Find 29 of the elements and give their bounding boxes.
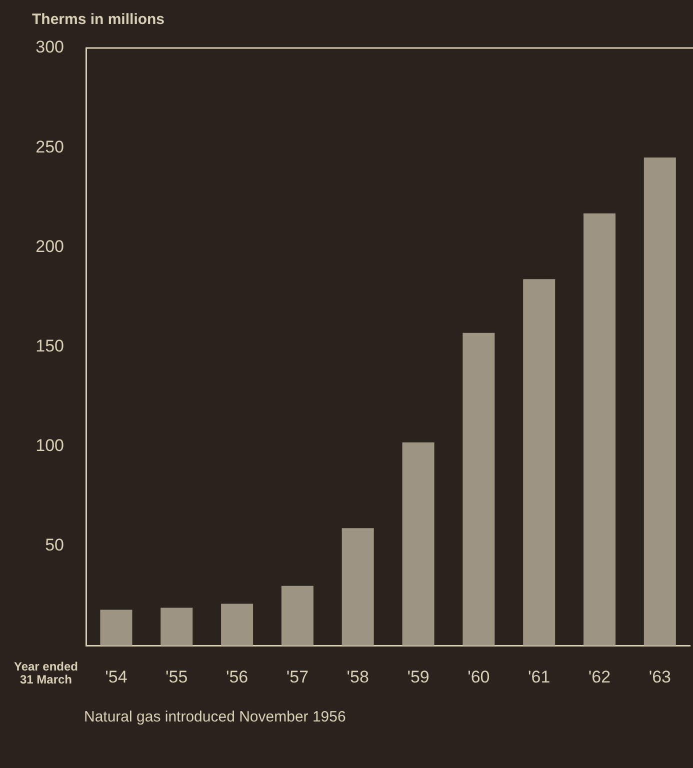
x-axis-title: Year ended 31 March <box>14 660 78 687</box>
y-tick-label: 50 <box>45 536 64 555</box>
x-tick-label: '62 <box>588 667 611 686</box>
x-tick-label: '60 <box>468 667 490 686</box>
x-tick-label: '61 <box>528 667 550 686</box>
bar <box>281 586 314 646</box>
x-tick-label: '58 <box>346 667 369 686</box>
x-tick-label: '56 <box>226 667 248 686</box>
bar <box>342 528 374 646</box>
y-tick-label: 100 <box>36 436 64 456</box>
y-tick-label: 300 <box>36 38 64 57</box>
bar <box>160 608 193 646</box>
bar <box>644 158 676 646</box>
bar <box>523 279 556 646</box>
x-tick-label: '63 <box>648 667 671 686</box>
text: Natural gas introduced November 1956 <box>84 708 346 726</box>
x-tick-label: '55 <box>166 667 188 686</box>
bar <box>402 442 434 646</box>
bar <box>584 213 616 646</box>
bar <box>462 332 495 646</box>
y-tick-label: 150 <box>36 336 64 356</box>
x-tick-label: '59 <box>407 667 430 686</box>
bar <box>221 604 254 646</box>
y-axis-title: Therms in millions <box>32 11 165 28</box>
y-tick-label: 200 <box>36 236 64 256</box>
x-tick-label: '54 <box>105 667 128 686</box>
x-tick-label: '57 <box>286 667 309 686</box>
bar <box>100 610 132 646</box>
y-tick-label: 250 <box>36 137 64 156</box>
